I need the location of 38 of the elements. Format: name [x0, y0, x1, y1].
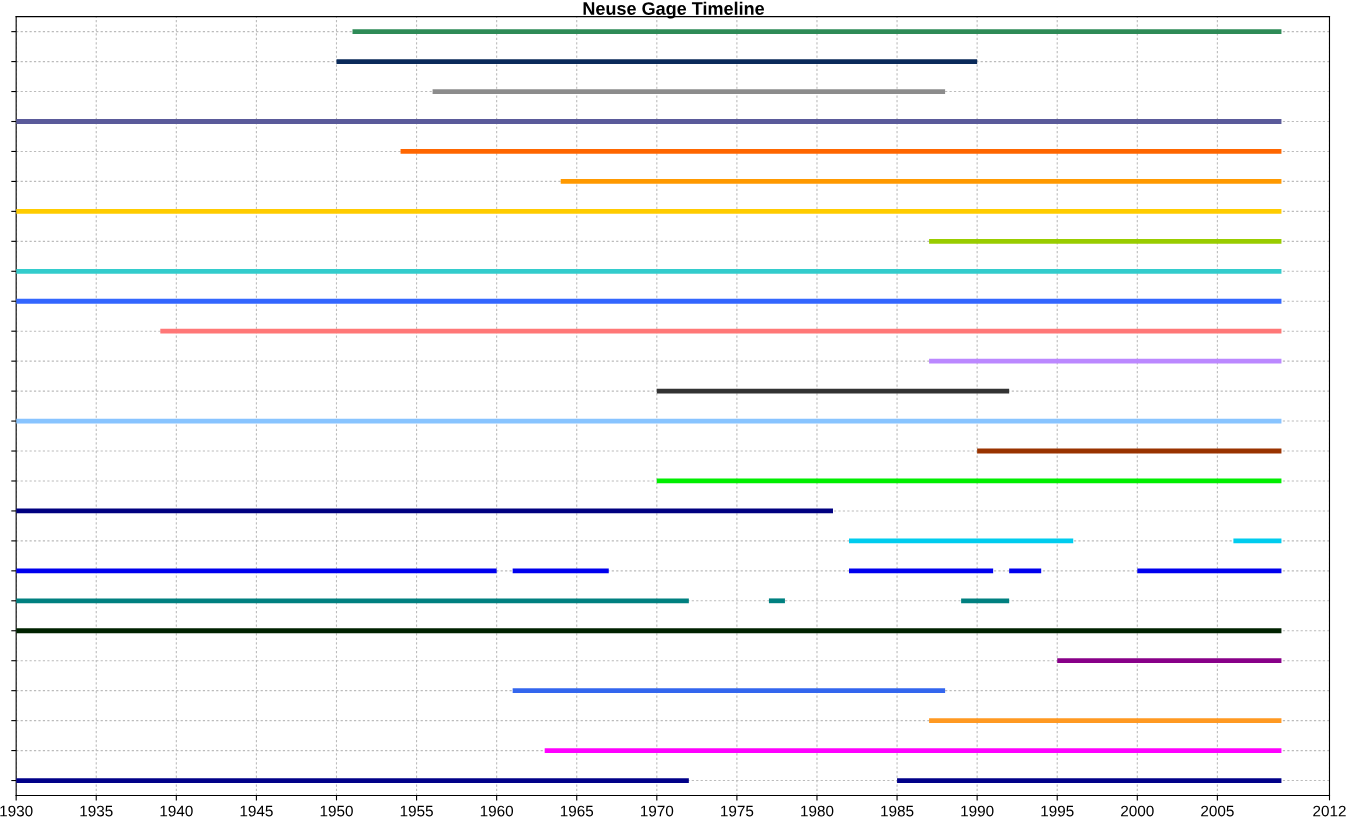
x-tick-label: 2000 — [1121, 805, 1154, 817]
bar — [560, 179, 1282, 184]
bar — [336, 59, 978, 64]
x-tick-label: 1960 — [480, 805, 514, 817]
x-tick-label: 1950 — [320, 805, 353, 817]
x-tick-label: 2012 — [1313, 805, 1346, 817]
bar — [512, 688, 946, 694]
x-tick-label: 1975 — [721, 805, 754, 817]
bar — [16, 119, 1282, 124]
x-tick-label: 1990 — [961, 805, 994, 817]
x-tick-label: 1970 — [640, 805, 674, 817]
x-tick-label: 1955 — [400, 805, 433, 817]
x-tick-label: 1945 — [240, 805, 273, 817]
bar — [16, 268, 1282, 274]
bar — [160, 328, 1282, 334]
chart-title: Neuse Gage Timeline — [583, 1, 765, 19]
bar — [1137, 568, 1282, 574]
bar — [544, 748, 1282, 753]
bar — [1009, 568, 1042, 574]
bar — [400, 149, 1282, 154]
bar — [16, 298, 1282, 304]
bar — [352, 29, 1282, 35]
bar — [432, 89, 946, 94]
bar — [16, 208, 1282, 214]
bar — [929, 358, 1282, 364]
x-tick-label: 1985 — [881, 805, 914, 817]
bar — [1057, 658, 1282, 664]
x-tick-label: 1935 — [80, 805, 113, 817]
x-tick-label: 1980 — [801, 805, 834, 817]
x-tick-label: 1965 — [560, 805, 594, 817]
x-tick-label: 1930 — [0, 805, 33, 817]
x-tick-label: 1995 — [1041, 805, 1074, 817]
bar — [16, 628, 1282, 634]
bar — [656, 388, 1010, 394]
bar — [929, 718, 1282, 724]
x-tick-label: 1940 — [160, 805, 193, 817]
x-tick-label: 2005 — [1201, 805, 1234, 817]
bar — [929, 238, 1282, 244]
